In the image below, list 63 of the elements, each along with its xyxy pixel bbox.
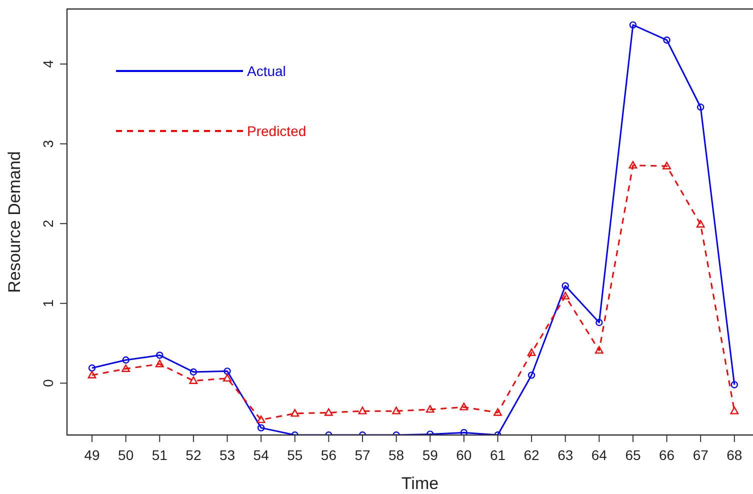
- y-tick-label: 1: [40, 299, 56, 308]
- x-tick-label: 50: [118, 447, 134, 463]
- text: Actual: [247, 63, 286, 79]
- x-tick-label: 63: [558, 447, 574, 463]
- point: [730, 406, 739, 414]
- x-tick-label: 58: [388, 447, 404, 463]
- point: [596, 318, 603, 326]
- point: [392, 406, 401, 414]
- point: [662, 162, 671, 170]
- point: [155, 360, 164, 368]
- point: [190, 368, 198, 376]
- x-tick-label: 64: [591, 447, 608, 463]
- point: [290, 409, 300, 417]
- point: [460, 402, 468, 410]
- x-tick-label: 67: [692, 447, 709, 463]
- x-tick-label: 66: [658, 447, 675, 463]
- point: [257, 424, 265, 432]
- point: [122, 356, 130, 364]
- point: [426, 405, 434, 413]
- y-tick-label: 0: [40, 379, 56, 388]
- point: [460, 429, 468, 435]
- x-tick-label: 52: [186, 447, 202, 463]
- x-tick-label: 53: [219, 447, 236, 463]
- y-tick-label: 4: [40, 60, 56, 68]
- x-axis-title: Time: [401, 474, 439, 493]
- point: [628, 160, 638, 169]
- point: [358, 406, 367, 414]
- x-tick-label: 65: [625, 447, 641, 463]
- point: [562, 282, 569, 290]
- point: [730, 381, 738, 388]
- x-tick-label: 49: [84, 447, 100, 463]
- x-tick-label: 55: [287, 447, 303, 463]
- x-tick-label: 59: [422, 447, 438, 463]
- point: [189, 376, 198, 384]
- x-tick-label: 61: [490, 447, 506, 463]
- text: Predicted: [247, 123, 306, 139]
- point: [663, 36, 670, 44]
- x-tick-label: 60: [456, 447, 472, 463]
- point: [594, 346, 604, 354]
- point: [696, 104, 704, 111]
- point: [494, 408, 502, 416]
- y-tick-label: 2: [40, 219, 56, 228]
- point: [527, 348, 536, 356]
- x-tick-label: 62: [524, 447, 540, 463]
- point: [696, 220, 705, 228]
- x-tick-label: 57: [354, 447, 370, 463]
- y-tick-label: 3: [40, 140, 56, 148]
- x-tick-label: 68: [726, 447, 742, 463]
- point: [324, 408, 333, 416]
- point: [224, 368, 231, 375]
- point: [88, 364, 96, 372]
- x-tick-label: 54: [253, 447, 270, 463]
- point: [88, 370, 96, 378]
- point: [223, 374, 232, 382]
- y-axis-title: Resource Demand: [5, 151, 24, 293]
- point: [561, 292, 570, 300]
- point: [256, 415, 266, 424]
- x-tick-label: 51: [152, 447, 168, 463]
- point: [156, 352, 164, 359]
- x-tick-label: 56: [320, 447, 337, 463]
- point: [122, 364, 130, 372]
- point: [528, 372, 536, 379]
- point: [629, 21, 637, 29]
